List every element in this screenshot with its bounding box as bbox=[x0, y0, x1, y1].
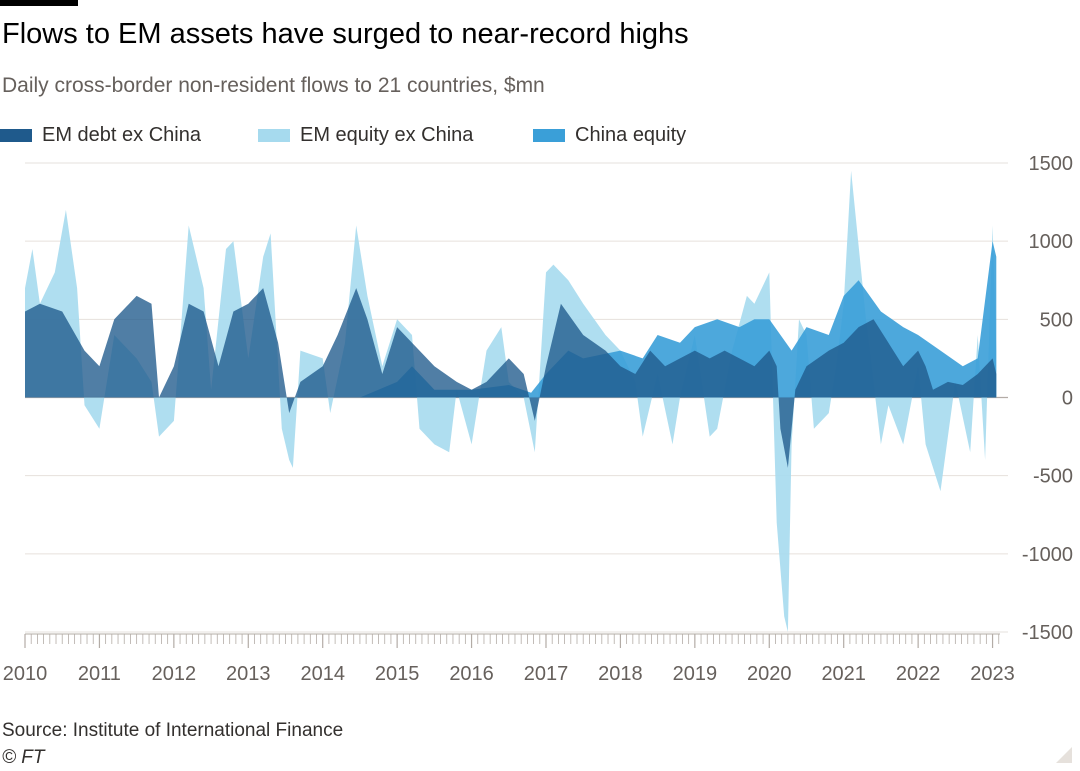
source-note: Source: Institute of International Finan… bbox=[2, 720, 344, 741]
x-tick-label: 2015 bbox=[375, 663, 420, 685]
y-tick-label: -500 bbox=[1033, 466, 1073, 488]
y-tick-label: -1000 bbox=[1022, 544, 1073, 566]
legend-item-em-equity: EM equity ex China bbox=[258, 124, 473, 147]
chart-title: Flows to EM assets have surged to near-r… bbox=[2, 18, 689, 50]
area-series-em-equity-ex-china bbox=[25, 170, 997, 633]
x-tick-label: 2012 bbox=[152, 663, 197, 685]
legend-label-em-equity: EM equity ex China bbox=[300, 124, 474, 146]
x-tick-label: 2021 bbox=[821, 663, 866, 685]
copyright-note: © FT bbox=[2, 747, 45, 768]
y-tick-label: 1000 bbox=[1029, 231, 1074, 253]
chart-area: 1500 1000 500 0 -500 -1000 -1500 2010 2011 2012 20… bbox=[3, 153, 1074, 685]
chart-subtitle: Daily cross-border non-resident flows to… bbox=[2, 74, 545, 97]
area-series-china-equity bbox=[25, 241, 997, 398]
legend-swatch-em-debt bbox=[0, 129, 32, 142]
x-tick-label: 2016 bbox=[449, 663, 494, 685]
x-tick-label: 2018 bbox=[598, 663, 643, 685]
y-tick-label: 0 bbox=[1062, 388, 1073, 410]
x-tick-label: 2020 bbox=[747, 663, 792, 685]
x-tick-label: 2022 bbox=[896, 663, 941, 685]
legend-swatch-china-equity bbox=[533, 129, 565, 142]
legend-label-china-equity: China equity bbox=[575, 124, 687, 146]
legend-item-em-debt: EM debt ex China bbox=[0, 124, 201, 147]
resize-corner bbox=[1056, 747, 1072, 763]
x-tick-label: 2014 bbox=[300, 663, 345, 685]
y-tick-label: -1500 bbox=[1022, 622, 1073, 644]
legend-swatch-em-equity bbox=[258, 129, 290, 142]
legend-label-em-debt: EM debt ex China bbox=[42, 124, 201, 146]
y-tick-label: 1500 bbox=[1029, 153, 1074, 175]
x-tick-label: 2019 bbox=[673, 663, 718, 685]
x-tick-label: 2017 bbox=[524, 663, 569, 685]
area-series-em-debt-ex-china bbox=[25, 288, 997, 468]
brand-bar bbox=[0, 0, 78, 6]
legend-item-china-equity: China equity bbox=[533, 124, 686, 147]
x-tick-label: 2023 bbox=[970, 663, 1015, 685]
y-tick-label: 500 bbox=[1040, 309, 1073, 331]
x-tick-label: 2013 bbox=[226, 663, 271, 685]
x-tick-label: 2011 bbox=[78, 663, 121, 685]
x-tick-label: 2010 bbox=[3, 663, 48, 685]
